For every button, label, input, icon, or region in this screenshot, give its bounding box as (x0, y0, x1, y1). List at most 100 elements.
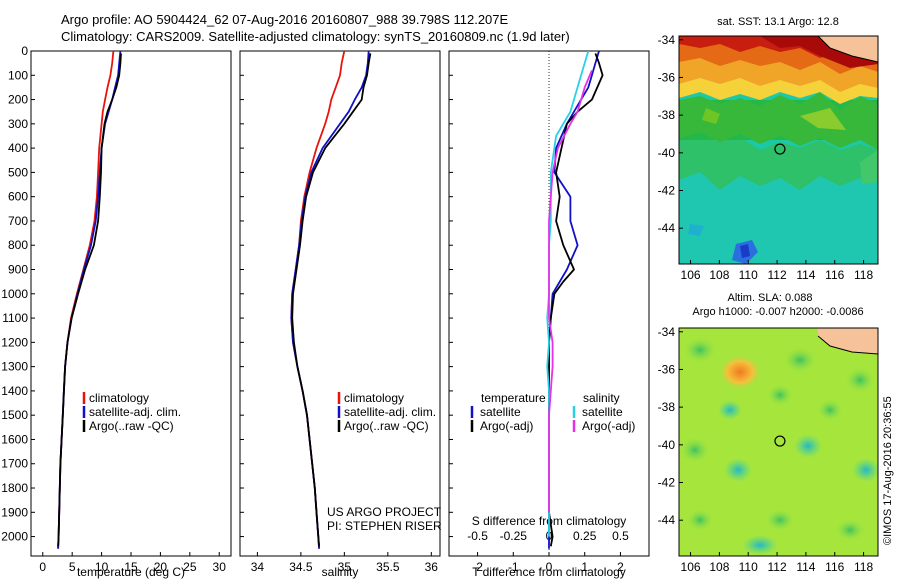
depth-tick-label: 1300 (1, 360, 28, 374)
lon-tick-label: 106 (681, 560, 701, 574)
depth-tick-label: 300 (8, 117, 28, 131)
legend-sal-satellite-label: satellite (582, 405, 623, 419)
sst-map-axes: 106 108 110 112 114 116 118 -34 -36 -38 -40 -42 -44 (658, 33, 874, 282)
pi-annotation: PI: STEPHEN RISER (327, 519, 442, 533)
imos-timestamp: ©IMOS 17-Aug-2016 20:36:55 (882, 396, 894, 545)
depth-tick-label: 1700 (1, 457, 28, 471)
s-diff-tick-label: -0.25 (500, 529, 528, 543)
lat-tick-label: -42 (658, 476, 676, 490)
lon-tick-label: 118 (854, 268, 873, 282)
t-difference-axis-label: T difference from climatology (472, 565, 626, 579)
lon-tick-label: 114 (796, 268, 815, 282)
argo-float-marker (774, 435, 786, 447)
lat-tick-label: -42 (658, 184, 676, 198)
x-tick-label: 30 (213, 560, 227, 574)
series-line (548, 51, 600, 549)
temperature-legend: climatology satellite-adj. clim. Argo(..… (82, 391, 181, 433)
sla-map-title: Altim. SLA: 0.088 (728, 292, 813, 304)
x-tick-label: -2 (472, 560, 483, 574)
depth-tick-label: 900 (8, 263, 28, 277)
difference-series (546, 51, 604, 549)
difference-legend-temperature: temperature satellite Argo(-adj) (470, 391, 546, 433)
lat-tick-label: -36 (658, 70, 676, 84)
lat-tick-label: -44 (658, 221, 676, 235)
temperature-x-axis: 0 5 10 15 20 25 30 (39, 552, 226, 574)
lat-tick-label: -40 (658, 438, 676, 452)
depth-axis: 0 100 200 300 400 500 600 700 800 900 1000 1100 1200… (1, 44, 453, 544)
depth-tick-label: 1800 (1, 481, 28, 495)
x-tick-label: 10 (95, 560, 109, 574)
s-diff-tick-label: -0.5 (467, 529, 488, 543)
lon-tick-label: 116 (825, 268, 844, 282)
lat-tick-label: -40 (658, 146, 676, 160)
salinity-plot-frame (239, 50, 441, 557)
lon-tick-label: 108 (709, 560, 729, 574)
x-tick-label: 0 (546, 560, 553, 574)
legend-temperature-title: temperature (481, 391, 546, 405)
x-tick-label: 5 (69, 560, 76, 574)
salinity-axis-label: salinity (322, 565, 359, 579)
depth-tick-label: 700 (8, 214, 28, 228)
lon-tick-label: 110 (739, 268, 758, 282)
difference-legend-salinity: salinity satellite Argo(-adj) (572, 391, 635, 433)
x-tick-label: 35 (338, 560, 352, 574)
x-tick-label: 36 (425, 560, 439, 574)
legend-temp-satellite-label: satellite (480, 405, 521, 419)
depth-tick-label: 1200 (1, 335, 28, 349)
depth-tick-label: 1000 (1, 287, 28, 301)
legend-argo-label: Argo(..raw -QC) (344, 419, 429, 433)
legend-sal-argo-label: Argo(-adj) (582, 419, 635, 433)
lon-tick-label: 108 (709, 268, 729, 282)
s-diff-tick-label: 0.25 (573, 529, 597, 543)
legend-salinity-title: salinity (583, 391, 620, 405)
x-tick-label: 34.5 (289, 560, 313, 574)
argo-float-marker (774, 143, 786, 155)
legend-temp-argo-label: Argo(-adj) (480, 419, 533, 433)
x-tick-label: 15 (124, 560, 138, 574)
x-tick-label: 35.5 (376, 560, 400, 574)
lon-tick-label: 114 (796, 560, 815, 574)
lat-tick-label: -34 (658, 325, 676, 339)
title-line-2: Climatology: CARS2009. Satellite-adjuste… (61, 29, 570, 44)
salinity-legend: climatology satellite-adj. clim. Argo(..… (337, 391, 436, 433)
lat-tick-label: -44 (658, 513, 676, 527)
sla-map-axes: 106 108 110 112 114 116 118 -34 -36 -38 -40 -42 -44 (658, 325, 874, 574)
sst-map-title: sat. SST: 13.1 Argo: 12.8 (717, 16, 839, 28)
salinity-series (290, 51, 372, 549)
depth-tick-label: 100 (8, 68, 28, 82)
depth-tick-label: 800 (8, 238, 28, 252)
depth-tick-label: 200 (8, 93, 28, 107)
x-tick-label: 25 (183, 560, 197, 574)
depth-tick-label: 2000 (1, 530, 28, 544)
series-line (290, 51, 346, 549)
x-tick-label: 0 (39, 560, 46, 574)
depth-tick-label: 1500 (1, 408, 28, 422)
salinity-x-axis: 34 34.5 35 35.5 36 (251, 552, 439, 574)
sst-map-frame (678, 35, 879, 265)
lon-tick-label: 112 (767, 268, 786, 282)
title-line-1: Argo profile: AO 5904424_62 07-Aug-2016 … (61, 12, 509, 27)
depth-tick-label: 600 (8, 190, 28, 204)
legend-satellite-label: satellite-adj. clim. (344, 405, 436, 419)
depth-tick-label: 1400 (1, 384, 28, 398)
depth-tick-label: 500 (8, 165, 28, 179)
temperature-axis-label: temperature (deg C) (77, 565, 185, 579)
series-line (57, 51, 122, 549)
lat-tick-label: -38 (658, 400, 676, 414)
x-tick-label: 2 (617, 560, 624, 574)
legend-argo-label: Argo(..raw -QC) (89, 419, 174, 433)
x-tick-label: 34 (251, 560, 265, 574)
depth-tick-label: 0 (21, 44, 28, 58)
series-line (291, 53, 372, 547)
lon-tick-label: 106 (681, 268, 701, 282)
sst-map-image (679, 36, 878, 264)
series-line (57, 53, 122, 547)
sla-map-image (679, 328, 878, 556)
temperature-plot-frame (30, 50, 232, 557)
series-line (548, 70, 593, 513)
legend-satellite-label: satellite-adj. clim. (89, 405, 181, 419)
depth-tick-label: 1900 (1, 505, 28, 519)
depth-tick-label: 1100 (2, 311, 28, 325)
temperature-series (57, 51, 122, 549)
depth-tick-label: 1600 (1, 432, 28, 446)
